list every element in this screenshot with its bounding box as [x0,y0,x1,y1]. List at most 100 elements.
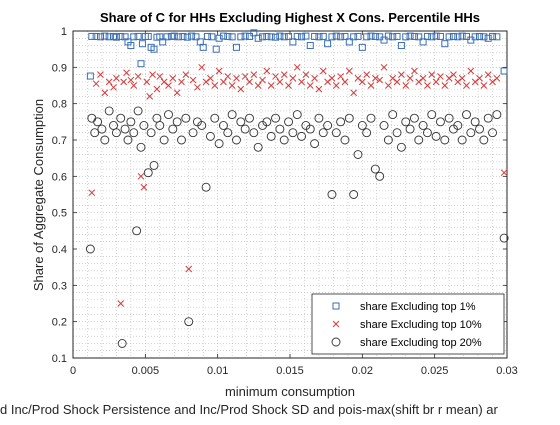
legend-marker-circle [331,337,341,347]
data-point-circle [271,113,280,123]
data-point-square [179,32,187,40]
data-point-x [153,85,161,93]
data-point-square [445,33,453,41]
data-point-square [371,32,379,40]
data-point-circle [164,110,173,120]
data-point-circle [483,113,493,123]
data-point-circle [116,113,126,123]
data-point-circle [409,113,419,123]
data-point-circle [340,135,350,145]
data-point-circle [396,142,406,152]
data-point-x [432,78,440,86]
data-point-x [272,73,279,80]
data-point-x [319,67,327,75]
data-point-circle [310,139,320,149]
data-point-x [276,78,284,86]
data-point-x [484,71,492,78]
data-point-x [380,63,388,71]
data-point-square [358,43,366,51]
data-point-circle [146,128,156,138]
data-point-circle [414,135,424,145]
data-point-square [436,32,444,40]
y-tick-label: 0.4 [52,244,67,256]
minor-grid [72,30,508,359]
data-point-square [306,42,314,50]
data-point-circle [466,128,476,138]
x-axis-label: minimum consumption [225,384,355,399]
data-point-square [489,32,497,40]
data-point-circle [120,124,130,134]
data-point-square [159,38,167,46]
data-point-square [341,32,349,40]
data-point-square [363,33,371,41]
data-point-x [293,63,301,71]
data-point-x [250,71,258,78]
data-point-circle [475,124,484,134]
y-tick-label: 1 [61,26,67,38]
data-point-x [146,93,154,100]
data-point-circle [401,117,411,127]
data-point-x [127,76,135,84]
data-point-square [332,32,340,40]
data-point-square [476,32,484,40]
data-point-x [367,82,375,89]
data-point-square [96,33,104,41]
data-point-x [254,82,262,89]
data-point-square [480,33,488,41]
data-point-x [149,71,156,78]
data-point-x [194,83,201,91]
data-point-square [289,38,297,46]
data-point-circle [210,113,220,123]
data-point-square [285,32,293,40]
data-point-x [185,265,193,273]
data-point-circle [492,110,502,120]
data-point-square [345,38,353,46]
data-point-square [183,33,191,41]
data-point-circle [370,164,380,174]
data-point-x [182,71,190,78]
data-point-circle [305,124,315,134]
data-point-square [393,32,401,40]
data-point-circle [139,121,149,130]
data-point-circle [470,117,480,127]
data-point-circle [422,128,432,138]
data-point-x [302,71,310,78]
data-point-x [315,85,323,93]
data-point-square [415,33,423,41]
data-point-square [215,34,223,42]
data-point-square [199,43,207,51]
data-point-square [276,32,284,40]
data-point-x [143,78,151,86]
data-point-square [428,33,436,41]
y-tick-label: 0.5 [52,208,67,220]
data-point-circle [85,244,95,254]
data-point-x [105,78,113,86]
data-point-square [454,33,462,41]
data-point-circle [331,128,341,138]
data-point-x [237,85,245,93]
data-point-x [480,82,488,89]
data-point-square [208,33,216,41]
data-point-circle [453,121,463,130]
data-point-x [113,74,120,82]
x-tick-label: 0.025 [421,365,449,377]
data-point-x [428,71,436,78]
data-point-square [86,72,94,80]
data-point-square [88,32,96,40]
x-tick-label: 0 [70,365,76,377]
data-point-square [127,42,135,50]
data-point-x [285,82,292,89]
data-point-square [432,32,440,40]
data-point-circle [117,339,127,348]
y-axis-label: Share of Aggregate Consumption [31,99,46,291]
data-point-square [134,32,142,40]
data-point-circle [353,150,363,159]
data-point-circle [177,135,186,145]
x-tick-label: 0.01 [207,365,228,377]
data-point-circle [444,113,454,123]
data-point-square [175,33,183,41]
y-tick-label: 0.8 [52,99,67,111]
data-point-x [117,300,125,307]
y-tick-label: 0.1 [52,353,67,365]
data-point-square [170,32,178,40]
